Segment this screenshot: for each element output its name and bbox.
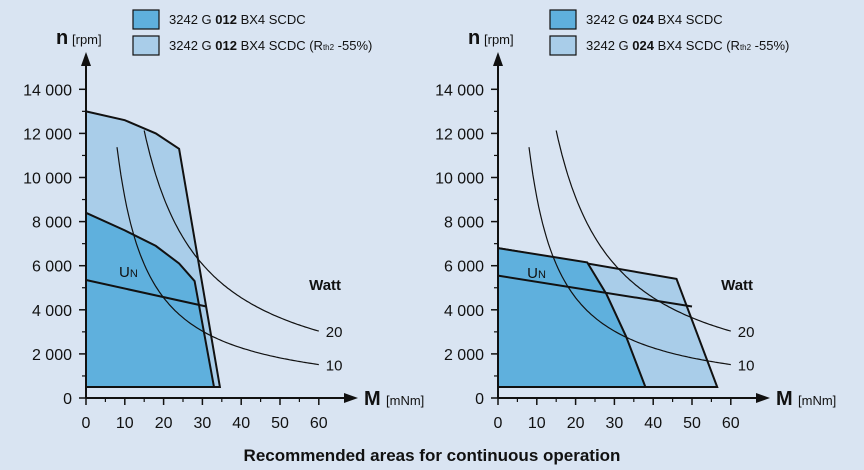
x-axis-arrow xyxy=(344,393,358,403)
x-tick-label: 20 xyxy=(567,415,585,432)
un-label: UN xyxy=(119,264,138,281)
x-tick-label: 10 xyxy=(528,415,546,432)
un-label: UN xyxy=(527,265,546,282)
x-tick-label: 30 xyxy=(194,415,212,432)
legend-entry: 3242 G 012 BX4 SCDC xyxy=(169,12,306,27)
y-axis-arrow xyxy=(81,52,91,66)
x-tick-label: 50 xyxy=(271,415,289,432)
legend-suffix: BX4 SCDC (R xyxy=(654,38,740,53)
legend-prefix: 3242 G xyxy=(586,12,632,27)
y-tick-label: 0 xyxy=(63,391,72,408)
un-line xyxy=(85,279,207,308)
legend-entry: 3242 G 012 BX4 SCDC (Rth2 -55%) xyxy=(169,38,372,53)
legend-suffix: BX4 SCDC (R xyxy=(237,38,323,53)
legend-bold: 012 xyxy=(215,38,237,53)
y-tick-label: 14 000 xyxy=(435,82,484,99)
y-tick-label: 12 000 xyxy=(23,126,72,143)
y-axis-unit: [rpm] xyxy=(484,32,514,47)
watt-curve-10 xyxy=(528,147,731,366)
x-axis-arrow xyxy=(756,393,770,403)
x-tick-label: 0 xyxy=(82,415,91,432)
y-axis-title: n xyxy=(468,27,480,49)
x-axis-title: M xyxy=(364,388,381,410)
x-tick-label: 40 xyxy=(644,415,662,432)
legend-swatch xyxy=(132,9,160,30)
y-tick-label: 4 000 xyxy=(444,303,484,320)
legend-entry: 3242 G 024 BX4 SCDC xyxy=(586,12,723,27)
y-tick-label: 8 000 xyxy=(444,215,484,232)
watt-title: Watt xyxy=(721,277,753,294)
x-tick-label: 20 xyxy=(155,415,173,432)
legend-bold: 012 xyxy=(215,12,237,27)
y-tick-label: 2 000 xyxy=(32,347,72,364)
chart-1: 20 10 Watt UN 0 10 20 30 40 50 60 0 2 000 4 000 6 000 8… xyxy=(23,9,424,432)
legend-sub: th2 xyxy=(740,43,752,52)
un-label-main: U xyxy=(527,265,538,282)
watt-curve-10 xyxy=(116,147,319,366)
un-label-main: U xyxy=(119,264,130,281)
legend-sub: th2 xyxy=(323,43,335,52)
legend-bold: 024 xyxy=(632,12,654,27)
legend-bold: 024 xyxy=(632,38,654,53)
legend-swatch xyxy=(132,35,160,56)
y-axis-arrow xyxy=(493,52,503,66)
x-tick-label: 60 xyxy=(310,415,328,432)
y-tick-label: 4 000 xyxy=(32,303,72,320)
y-tick-label: 8 000 xyxy=(32,215,72,232)
y-tick-label: 10 000 xyxy=(23,171,72,188)
watt-title: Watt xyxy=(309,277,341,294)
legend-suffix: BX4 SCDC xyxy=(654,12,723,27)
legend-suffix: BX4 SCDC xyxy=(237,12,306,27)
y-tick-label: 14 000 xyxy=(23,82,72,99)
un-line xyxy=(497,274,693,308)
legend-sub-post: -55%) xyxy=(751,38,789,53)
un-label-sub: N xyxy=(538,269,546,281)
watt-label-10: 10 xyxy=(738,358,755,375)
x-axis-unit: [mNm] xyxy=(798,393,836,408)
y-axis-title: n xyxy=(56,27,68,49)
watt-curve-20 xyxy=(143,130,319,332)
watt-label-20: 20 xyxy=(326,324,343,341)
legend-sub-post: -55%) xyxy=(334,38,372,53)
y-tick-label: 6 000 xyxy=(444,259,484,276)
x-axis-title: M xyxy=(776,388,793,410)
x-tick-label: 50 xyxy=(683,415,701,432)
x-tick-label: 30 xyxy=(606,415,624,432)
chart-2: 20 10 Watt UN 0 10 20 30 40 50 60 0 2 000 4 000 6 000 8… xyxy=(435,9,836,432)
area-dark xyxy=(85,211,216,388)
watt-curve-20 xyxy=(555,130,731,332)
legend-prefix: 3242 G xyxy=(586,38,632,53)
legend-swatch xyxy=(549,35,577,56)
figure-caption: Recommended areas for continuous operati… xyxy=(243,446,621,465)
y-axis-unit: [rpm] xyxy=(72,32,102,47)
y-tick-label: 10 000 xyxy=(435,171,484,188)
x-tick-label: 40 xyxy=(232,415,250,432)
watt-label-20: 20 xyxy=(738,324,755,341)
legend-prefix: 3242 G xyxy=(169,12,215,27)
x-tick-label: 60 xyxy=(722,415,740,432)
legend-entry: 3242 G 024 BX4 SCDC (Rth2 -55%) xyxy=(586,38,789,53)
x-tick-label: 10 xyxy=(116,415,134,432)
legend-swatch xyxy=(549,9,577,30)
y-tick-label: 12 000 xyxy=(435,126,484,143)
x-axis-unit: [mNm] xyxy=(386,393,424,408)
y-tick-label: 2 000 xyxy=(444,347,484,364)
y-tick-label: 6 000 xyxy=(32,259,72,276)
y-tick-label: 0 xyxy=(475,391,484,408)
legend-prefix: 3242 G xyxy=(169,38,215,53)
watt-label-10: 10 xyxy=(326,358,343,375)
x-tick-label: 0 xyxy=(494,415,503,432)
un-label-sub: N xyxy=(130,268,138,280)
